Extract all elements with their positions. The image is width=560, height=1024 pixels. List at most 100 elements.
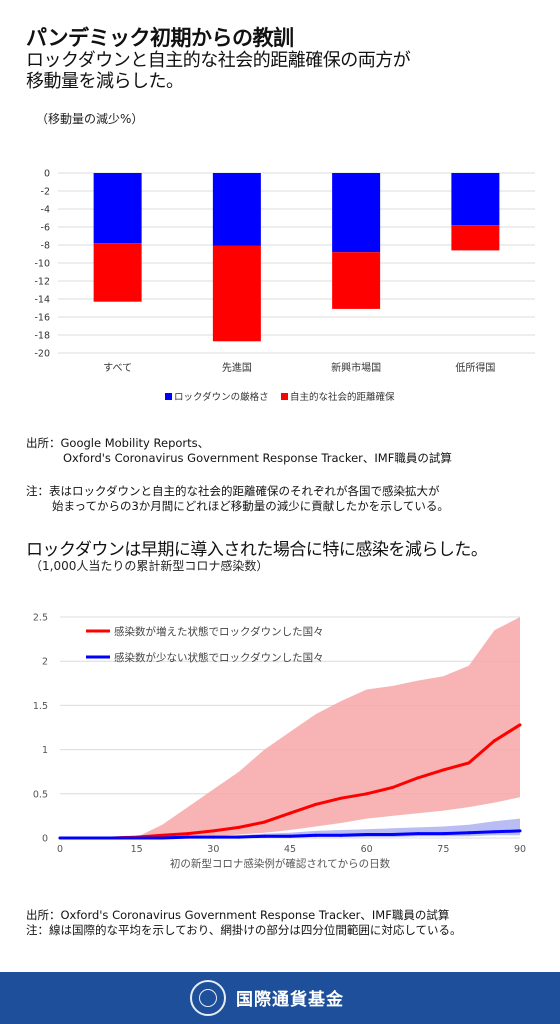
y-tick-label: -16: [34, 313, 50, 324]
data-point: [441, 832, 445, 836]
data-point: [390, 786, 394, 790]
y-tick-label: 1: [42, 745, 48, 756]
x-tick-label: 0: [57, 844, 63, 855]
data-point: [467, 761, 471, 765]
bar-segment: [212, 173, 261, 246]
footer-bar: 国際通貨基金: [0, 972, 560, 1024]
data-point: [416, 776, 420, 780]
data-point: [160, 836, 164, 840]
x-tick-label: 30: [207, 844, 219, 855]
line-chart-notes: 出所：Oxford's Coronavirus Government Respo…: [26, 908, 541, 938]
data-point: [186, 835, 190, 839]
legend-label: ロックダウンの厳格さ: [174, 391, 269, 403]
interquartile-band: [60, 617, 520, 838]
y-tick-label: 0.5: [33, 789, 48, 800]
data-point: [58, 836, 62, 840]
bar-segment: [93, 243, 142, 302]
data-point: [160, 833, 164, 837]
y-tick-label: 2.5: [33, 613, 48, 624]
data-point: [339, 796, 343, 800]
data-point: [467, 831, 471, 835]
legend-label: 感染数が増えた状態でロックダウンした国々: [114, 625, 324, 638]
x-tick-label: 90: [514, 844, 526, 855]
y-tick-label: -10: [34, 259, 50, 270]
x-tick-label: 75: [437, 844, 449, 855]
imf-seal-logo: [190, 980, 226, 1016]
y-tick-label: -6: [41, 223, 50, 234]
bar-segment: [451, 225, 500, 251]
data-point: [416, 832, 420, 836]
data-point: [211, 829, 215, 833]
stacked-bar-chart: 0 -2 -4 -6 -8 -10 -12 -14 -16 -18 -20 すべて 先進国 新興市場国 低所…: [34, 169, 535, 403]
data-point: [314, 802, 318, 806]
bar-segment: [332, 252, 381, 309]
x-axis-label: 初の新型コロナ感染例が確認されてからの日数: [170, 857, 391, 870]
data-point: [518, 723, 522, 727]
line-chart-heading: ロックダウンは早期に導入された場合に特に感染を減らした。: [26, 540, 488, 560]
page-title: パンデミック初期からの教訓: [26, 26, 294, 50]
y-tick-label: -4: [41, 205, 50, 216]
x-tick-label: 15: [131, 844, 143, 855]
line-chart-source: 出所：Oxford's Coronavirus Government Respo…: [26, 908, 450, 922]
x-category-label: 低所得国: [455, 361, 495, 374]
x-category-label: 先進国: [222, 362, 252, 374]
x-category-label: 新興市場国: [331, 361, 381, 374]
data-point: [492, 830, 496, 834]
data-point: [492, 739, 496, 743]
page-subtitle-line-1: ロックダウンと自主的な社会的距離確保の両方が: [26, 50, 411, 71]
bar-chart-note: 注：表はロックダウンと自主的な社会的距離確保のそれぞれが各国で感染拡大が 始まっ…: [26, 484, 541, 514]
legend-swatch: [165, 393, 172, 400]
data-point: [237, 825, 241, 829]
data-point: [365, 832, 369, 836]
data-point: [237, 835, 241, 839]
source-line-2: Oxford's Coronavirus Government Response…: [63, 451, 452, 465]
bar-segment: [332, 173, 381, 253]
bar-chart-unit-label: （移動量の減少%）: [36, 112, 144, 126]
source-line-1: Google Mobility Reports、: [60, 436, 210, 450]
legend-label: 自主的な社会的距離確保: [290, 391, 395, 403]
data-point: [390, 832, 394, 836]
y-tick-label: -12: [34, 277, 50, 288]
data-point: [288, 834, 292, 838]
y-tick-label: -8: [41, 241, 50, 252]
data-point: [262, 820, 266, 824]
line-chart-note: 注：線は国際的な平均を示しており、網掛けの部分は四分位間範囲に対応している。: [26, 923, 462, 937]
y-tick-label: -2: [41, 187, 50, 198]
page-subtitle-line-2: 移動量を減らした。: [26, 71, 184, 92]
data-point: [339, 833, 343, 837]
data-point: [314, 833, 318, 837]
legend-label: 感染数が少ない状態でロックダウンした国々: [114, 651, 324, 664]
note-line-1: 表はロックダウンと自主的な社会的距離確保のそれぞれが各国で感染拡大が: [49, 484, 440, 498]
x-category-label: すべて: [103, 362, 132, 374]
line-chart-unit-label: （1,000人当たりの累計新型コロナ感染数）: [30, 559, 269, 573]
data-point: [518, 829, 522, 833]
y-tick-label: -14: [34, 295, 50, 306]
data-point: [441, 768, 445, 772]
x-tick-label: 60: [361, 844, 373, 855]
y-tick-label: 0: [42, 834, 48, 845]
organization-name: 国際通貨基金: [236, 990, 344, 1010]
x-tick-label: 45: [284, 844, 296, 855]
data-point: [365, 792, 369, 796]
bar-chart-source: 出所：Google Mobility Reports、 Oxford's Cor…: [26, 436, 541, 466]
y-tick-label: 2: [42, 657, 48, 668]
bar-segment: [451, 173, 500, 226]
data-point: [288, 811, 292, 815]
data-point: [262, 834, 266, 838]
data-point: [186, 832, 190, 836]
data-point: [84, 836, 88, 840]
data-point: [211, 835, 215, 839]
y-tick-label: 1.5: [33, 701, 48, 712]
y-tick-label: -18: [34, 331, 50, 342]
data-point: [135, 836, 139, 840]
y-tick-label: -20: [34, 349, 50, 360]
note-label: 注：: [26, 484, 49, 498]
bar-segment: [93, 173, 142, 244]
y-tick-label: 0: [44, 169, 50, 180]
bar-segment: [212, 245, 261, 342]
data-point: [109, 836, 113, 840]
infection-line-chart: 0 0.5 1 1.5 2 2.5 0 15 30 45 60 75 90 初の新型コロナ感染例が確認され…: [33, 613, 526, 871]
legend-swatch: [281, 393, 288, 400]
note-line-2: 始まってからの3か月間にどれほど移動量の減少に貢献したかを示している。: [52, 499, 449, 513]
source-label: 出所：: [26, 436, 61, 450]
